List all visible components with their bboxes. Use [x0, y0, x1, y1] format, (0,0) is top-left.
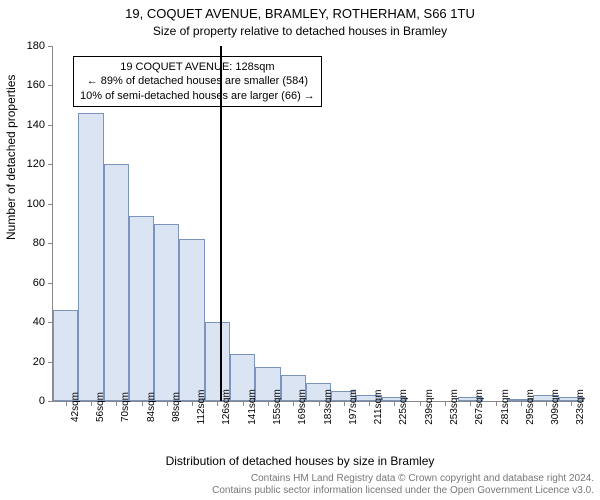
x-tick: [344, 401, 345, 406]
y-tick-label: 180: [27, 40, 45, 52]
chart-subtitle: Size of property relative to detached ho…: [0, 24, 600, 38]
property-marker-line: [220, 46, 222, 401]
y-axis-label: Number of detached properties: [4, 75, 18, 240]
x-tick: [243, 401, 244, 406]
x-tick-label: 281sqm: [500, 389, 511, 425]
y-tick-label: 80: [33, 237, 45, 249]
y-tick-label: 0: [39, 395, 45, 407]
bar: [53, 310, 78, 401]
y-tick-label: 160: [27, 79, 45, 91]
y-tick: [48, 204, 53, 205]
annotation-line-3: 10% of semi-detached houses are larger (…: [80, 89, 315, 103]
x-tick: [66, 401, 67, 406]
y-tick-label: 120: [27, 158, 45, 170]
bar: [78, 113, 103, 401]
y-tick: [48, 85, 53, 86]
x-tick: [394, 401, 395, 406]
y-tick: [48, 125, 53, 126]
y-tick-label: 140: [27, 119, 45, 131]
bar: [104, 164, 129, 401]
x-tick-label: 211sqm: [373, 390, 384, 425]
annotation-box: 19 COQUET AVENUE: 128sqm ← 89% of detach…: [73, 56, 322, 107]
bar: [129, 216, 154, 401]
x-tick: [369, 401, 370, 406]
x-tick: [496, 401, 497, 406]
x-tick: [420, 401, 421, 406]
x-tick: [217, 401, 218, 406]
x-tick: [192, 401, 193, 406]
x-tick: [116, 401, 117, 406]
y-tick-label: 40: [33, 316, 45, 328]
footer-line-1: Contains HM Land Registry data © Crown c…: [251, 473, 594, 484]
x-tick: [470, 401, 471, 406]
y-tick: [48, 283, 53, 284]
annotation-line-1: 19 COQUET AVENUE: 128sqm: [80, 60, 315, 74]
plot-area: 19 COQUET AVENUE: 128sqm ← 89% of detach…: [52, 46, 584, 402]
x-tick: [167, 401, 168, 406]
y-tick: [48, 243, 53, 244]
x-axis-label: Distribution of detached houses by size …: [0, 454, 600, 468]
x-tick: [571, 401, 572, 406]
x-tick-label: 309sqm: [550, 389, 561, 425]
footer-line-2: Contains public sector information licen…: [212, 485, 594, 496]
x-tick: [319, 401, 320, 406]
x-tick: [521, 401, 522, 406]
y-tick-label: 60: [33, 277, 45, 289]
x-tick: [445, 401, 446, 406]
y-tick-label: 100: [27, 198, 45, 210]
bar: [154, 224, 179, 402]
y-tick: [48, 164, 53, 165]
y-tick: [48, 401, 53, 402]
x-tick-label: 267sqm: [474, 389, 485, 425]
x-tick: [293, 401, 294, 406]
x-tick: [268, 401, 269, 406]
x-tick-label: 239sqm: [424, 389, 435, 425]
y-tick-label: 20: [33, 356, 45, 368]
x-tick: [142, 401, 143, 406]
x-tick: [91, 401, 92, 406]
bar: [179, 239, 204, 401]
x-tick-label: 323sqm: [575, 389, 586, 425]
annotation-line-2: ← 89% of detached houses are smaller (58…: [80, 74, 315, 88]
chart-container: 19, COQUET AVENUE, BRAMLEY, ROTHERHAM, S…: [0, 0, 600, 500]
x-tick-label: 225sqm: [398, 389, 409, 425]
x-tick-label: 253sqm: [449, 389, 460, 425]
chart-title: 19, COQUET AVENUE, BRAMLEY, ROTHERHAM, S…: [0, 6, 600, 21]
x-tick: [546, 401, 547, 406]
y-tick: [48, 46, 53, 47]
